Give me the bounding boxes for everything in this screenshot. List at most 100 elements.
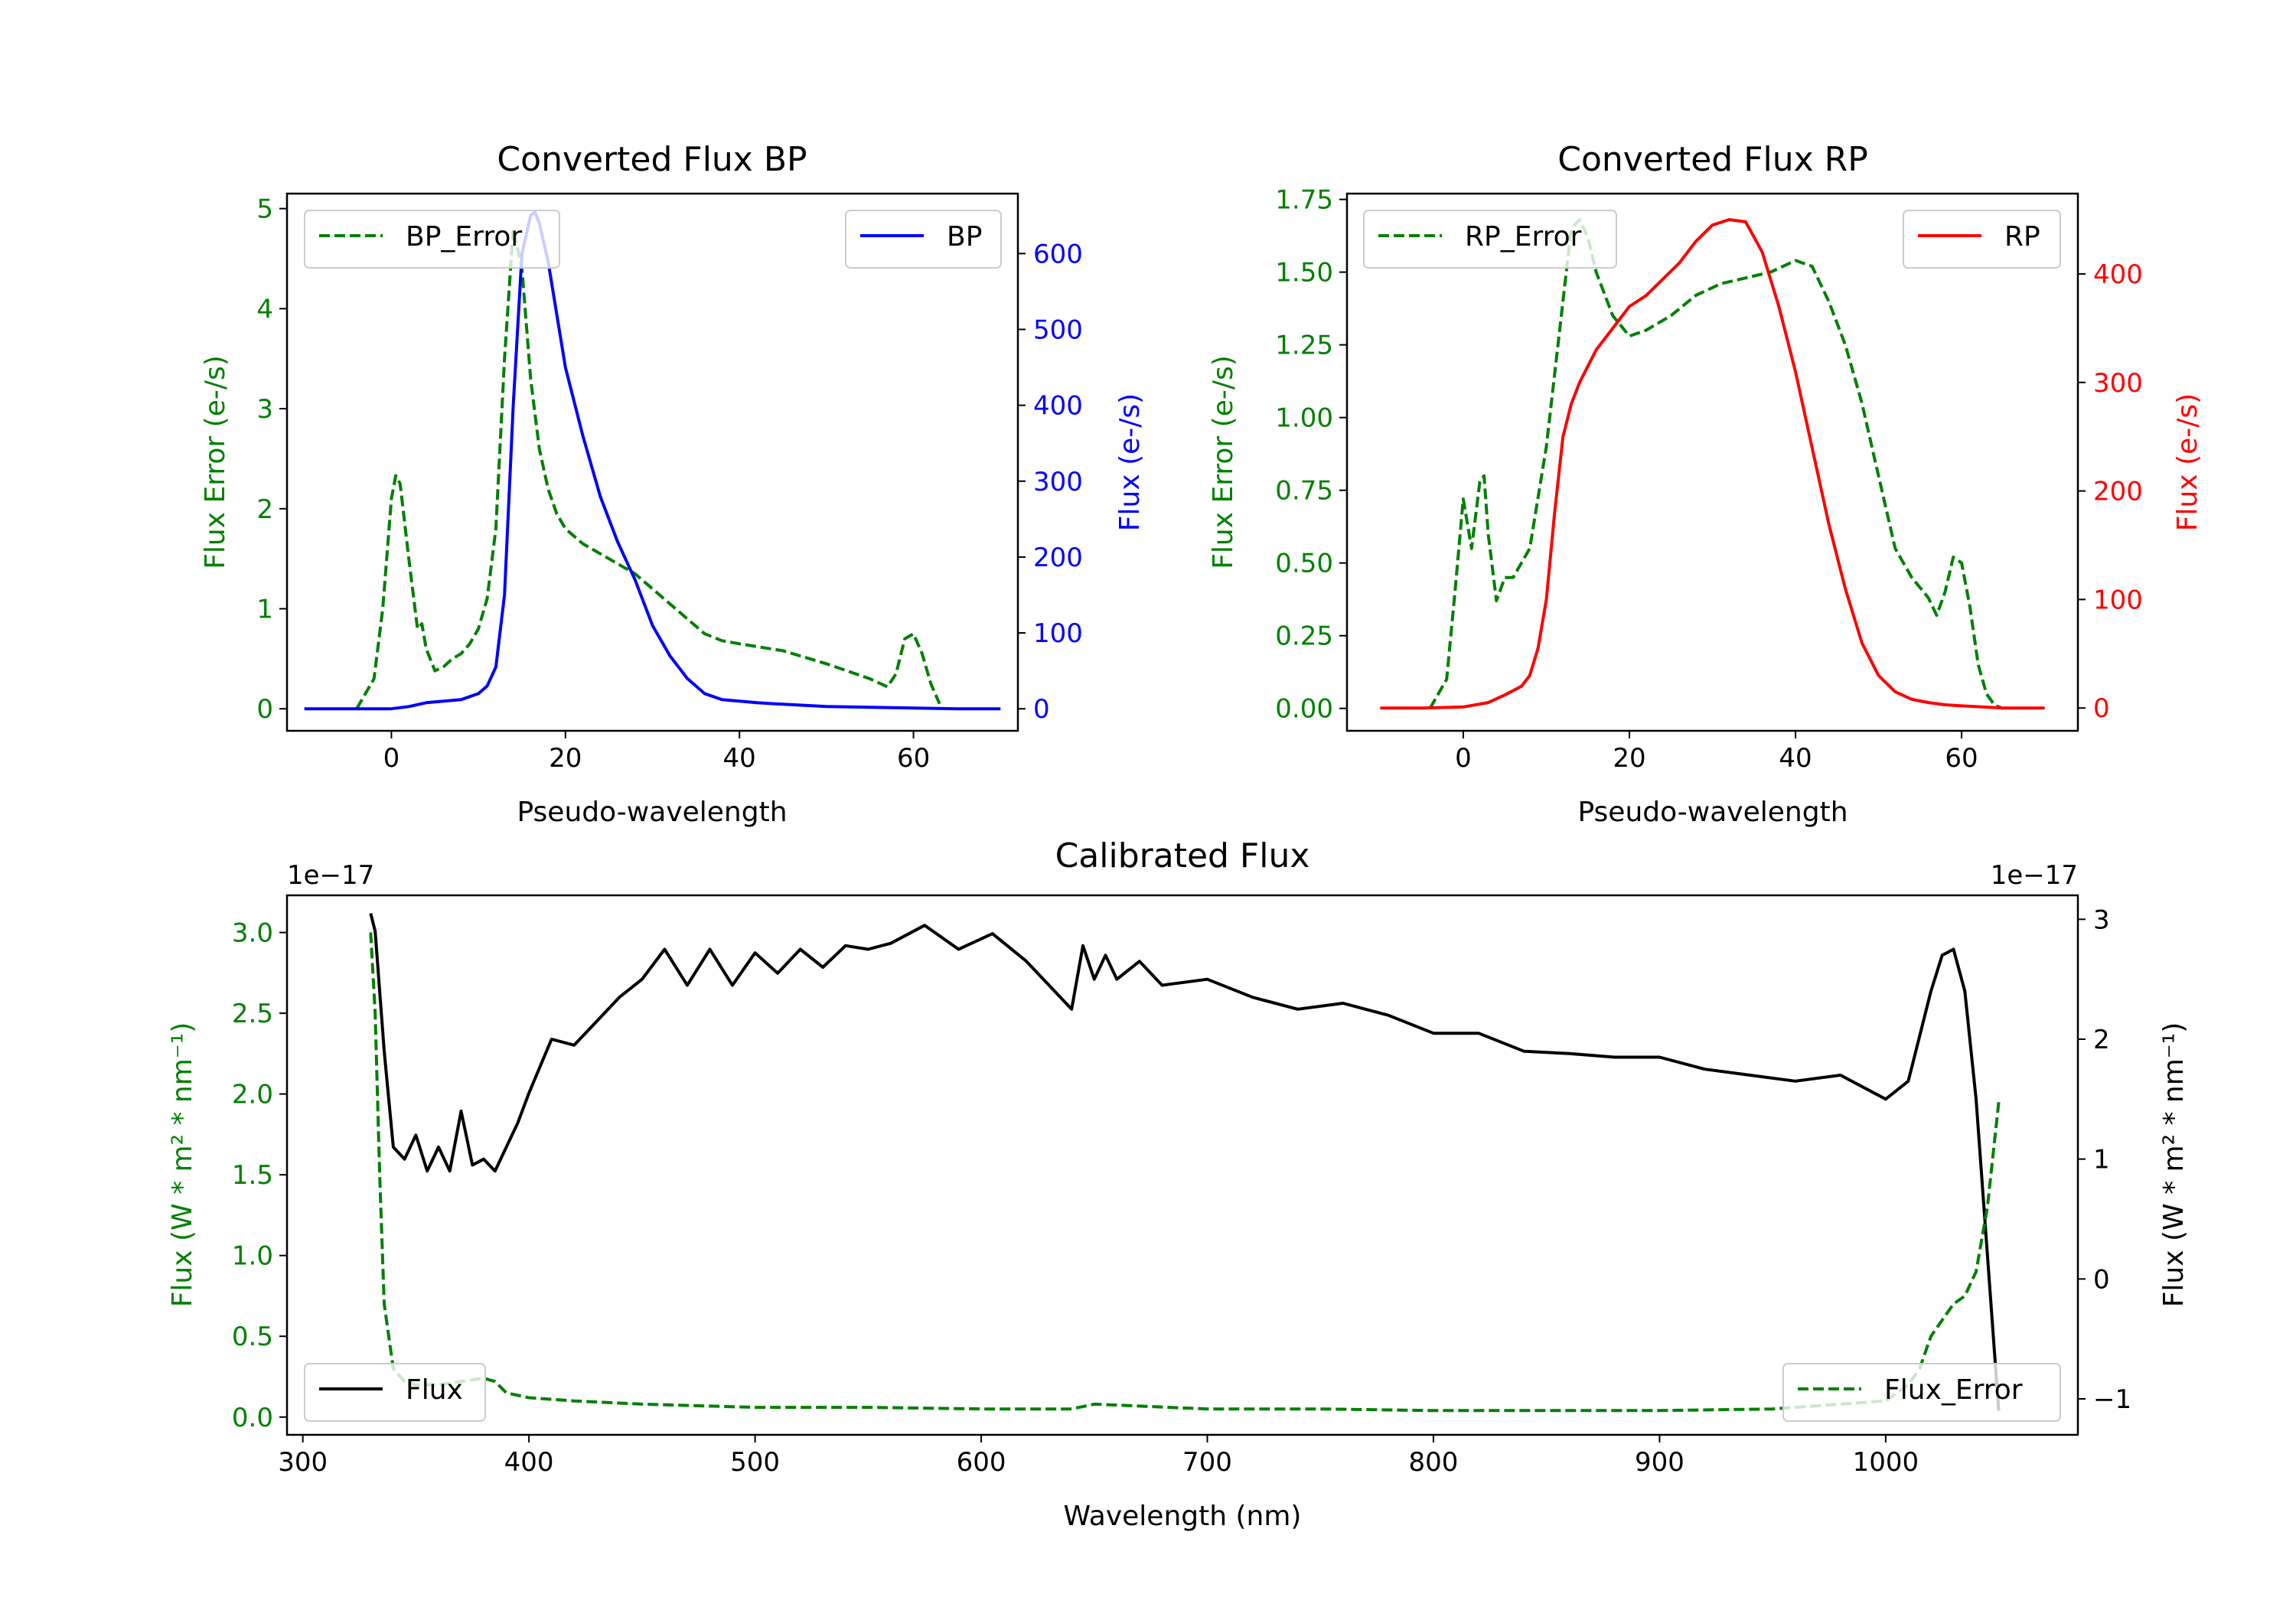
rp-ytick-right-label: 300: [2093, 368, 2143, 399]
rp-ytick-left-label: 1.00: [1275, 403, 1333, 434]
cal-legend-error-label: Flux_Error: [1884, 1374, 2023, 1406]
bp-legend-error-label: BP_Error: [406, 221, 522, 253]
cal-ylabel-right: Flux (W * m² * nm⁻¹): [2158, 1022, 2190, 1308]
rp-ytick-left-label: 1.25: [1275, 331, 1333, 361]
cal-xtick-label: 500: [730, 1447, 780, 1478]
bp-ylabel-right: Flux (e-/s): [1114, 393, 1146, 531]
rp-legend-flux-label: RP: [2004, 221, 2040, 253]
bp-series-bp: [304, 210, 1001, 711]
bp-panel: Converted Flux BP 0 20 40 60012345010020030…: [200, 140, 1146, 828]
rp-legend-right-box: [1903, 210, 2061, 269]
cal-ytick-right-label: 3: [2093, 905, 2110, 935]
cal-ticks: 300 400 500 600 700 800 900 1000 0.0 0.5 1.0 1.5 2.0…: [232, 905, 2131, 1478]
rp-ytick-left-label: 1.75: [1275, 185, 1333, 216]
bp-legend-left-box: [304, 210, 560, 269]
bp-xtick-label: 20: [549, 743, 582, 774]
rp-legend-right: RP: [1903, 210, 2061, 269]
bp-ytick-left-label: 1: [256, 595, 273, 625]
bp-legend-right: BP: [845, 210, 1002, 269]
cal-ytick-left-label: 3.0: [232, 918, 273, 949]
bp-ytick-right-label: 0: [1033, 694, 1050, 725]
cal-offset-left: 1e−17: [287, 860, 374, 891]
cal-ytick-left-label: 1.5: [232, 1160, 273, 1191]
rp-xtick-label: 40: [1779, 743, 1812, 774]
cal-ytick-left-label: 1.0: [232, 1241, 273, 1272]
cal-ytick-right-label: −1: [2093, 1384, 2131, 1415]
cal-title: Calibrated Flux: [1055, 836, 1310, 875]
bp-ytick-right-label: 400: [1033, 391, 1083, 422]
rp-series-rp-error: [1428, 218, 2004, 710]
bp-ytick-right-label: 500: [1033, 315, 1083, 345]
rp-xlabel: Pseudo-wavelength: [1577, 797, 1848, 828]
bp-legend-left: BP_Error: [304, 210, 560, 269]
cal-ytick-right-label: 1: [2093, 1145, 2110, 1175]
bp-ytick-right-label: 200: [1033, 543, 1083, 573]
cal-xtick-label: 900: [1635, 1447, 1684, 1478]
bp-ytick-right-label: 300: [1033, 467, 1083, 497]
rp-panel: Converted Flux RP 0 20 40 60 0.00 0.25 0.50 0.7…: [1208, 140, 2203, 828]
bp-xtick-label: 40: [723, 743, 756, 774]
bp-ytick-left-label: 0: [256, 694, 273, 725]
cal-legend-right: Flux_Error: [1782, 1363, 2061, 1422]
cal-ytick-left-label: 0.0: [232, 1403, 273, 1433]
cal-legend-left: Flux: [304, 1363, 486, 1422]
cal-xlabel: Wavelength (nm): [1064, 1501, 1302, 1532]
rp-legend-left-box: [1363, 210, 1617, 269]
rp-ylabel-left: Flux Error (e-/s): [1208, 355, 1239, 569]
rp-ylabel-right: Flux (e-/s): [2172, 393, 2203, 531]
rp-ytick-left-label: 0.50: [1275, 549, 1333, 579]
rp-legend-error-label: RP_Error: [1465, 221, 1582, 253]
bp-legend-flux-label: BP: [947, 221, 982, 253]
cal-ytick-left-label: 0.5: [232, 1322, 273, 1352]
rp-plot-area: [1380, 218, 2045, 710]
bp-ylabel-left: Flux Error (e-/s): [200, 355, 231, 569]
bp-xtick-label: 60: [897, 743, 930, 774]
cal-xtick-label: 600: [957, 1447, 1006, 1478]
cal-legend-right-box: [1782, 1363, 2061, 1422]
bp-ytick-right-label: 100: [1033, 618, 1083, 649]
bp-ytick-left-label: 3: [256, 394, 273, 425]
rp-ytick-right-label: 0: [2093, 693, 2110, 724]
cal-ytick-left-label: 2.5: [232, 999, 273, 1029]
rp-ytick-right-label: 100: [2093, 585, 2143, 615]
cal-legend-left-box: [304, 1363, 486, 1422]
rp-xtick-label: 0: [1455, 743, 1472, 774]
bp-ytick-left-label: 5: [256, 194, 273, 225]
bp-legend-right-box: [845, 210, 1002, 269]
rp-xtick-label: 60: [1945, 743, 1978, 774]
rp-ytick-left-label: 0.25: [1275, 621, 1333, 652]
bp-series-bp-error: [355, 227, 941, 710]
bp-ytick-left-label: 2: [256, 494, 273, 525]
bp-ytick-left-label: 4: [256, 294, 273, 324]
cal-xtick-label: 700: [1182, 1447, 1232, 1478]
cal-ylabel-left: Flux (W * m² * nm⁻¹): [167, 1022, 198, 1308]
rp-axes-frame: [1345, 192, 2079, 732]
rp-xtick-label: 20: [1613, 743, 1645, 774]
rp-ytick-left-label: 0.75: [1275, 476, 1333, 507]
cal-ytick-left-label: 2.0: [232, 1080, 273, 1110]
cal-legend-flux-label: Flux: [406, 1374, 463, 1406]
cal-xtick-label: 300: [278, 1447, 328, 1478]
rp-ytick-left-label: 0.00: [1275, 694, 1333, 725]
cal-xtick-label: 400: [504, 1447, 554, 1478]
cal-panel: Calibrated Flux 1e−17 1e−17 300 400 500 600…: [167, 836, 2190, 1532]
rp-ytick-right-label: 200: [2093, 477, 2143, 507]
bp-xlabel: Pseudo-wavelength: [517, 797, 787, 828]
rp-legend-left: RP_Error: [1363, 210, 1617, 269]
cal-offset-right: 1e−17: [1991, 860, 2078, 891]
bp-plot-area: [304, 210, 1001, 711]
cal-xtick-label: 1000: [1853, 1447, 1919, 1478]
cal-series-flux: [369, 913, 2001, 1411]
bp-xtick-label: 0: [383, 743, 400, 774]
cal-ytick-right-label: 2: [2093, 1025, 2110, 1055]
bp-ytick-right-label: 600: [1033, 239, 1083, 269]
rp-ticks: 0 20 40 60 0.00 0.25 0.50 0.75 1.00 1.25 1.50 1.75 0…: [1275, 185, 2143, 774]
cal-axes-frame: [285, 894, 2079, 1436]
bp-axes-frame: [285, 192, 1019, 732]
rp-title: Converted Flux RP: [1557, 140, 1868, 179]
bp-title: Converted Flux BP: [497, 140, 807, 179]
cal-ytick-right-label: 0: [2093, 1264, 2110, 1295]
cal-xtick-label: 800: [1409, 1447, 1459, 1478]
